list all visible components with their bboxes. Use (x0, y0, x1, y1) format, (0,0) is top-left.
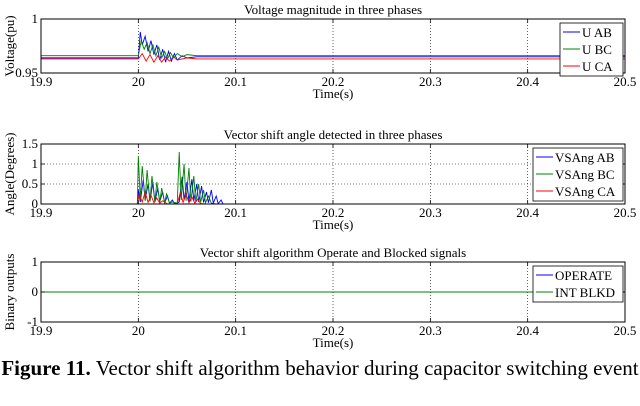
plot3-xtick-label: 19.9 (30, 323, 53, 338)
plot2-xtick-label: 19.9 (30, 205, 53, 220)
caption-label: Figure 11. (1, 356, 91, 380)
plot3-title: Vector shift algorithm Operate and Block… (200, 245, 466, 260)
plot2-legend-label: VSAng BC (555, 167, 615, 182)
plot3-xtick-label: 20.1 (224, 323, 247, 338)
plot3-xtick-label: 20 (132, 323, 145, 338)
plot3: OPERATE INT BLKD (40, 261, 626, 323)
plot1-ytick-label: 0.95 (15, 65, 38, 80)
plot1-ytick-label: 1 (32, 11, 39, 26)
plot3-xtick-label: 20.3 (419, 323, 442, 338)
plot1-series-u-ab (41, 31, 625, 63)
plot1-xtick-label: 20.4 (516, 74, 539, 89)
plot1-xtick-label: 20.3 (419, 74, 442, 89)
plot1: U AB U BC U CA (40, 18, 626, 77)
plot2-ytick-label: 1 (32, 156, 39, 171)
plot1-xtick-label: 20 (132, 74, 145, 89)
plot2-xtick-label: 20.4 (516, 205, 539, 220)
plot2-ytick-label: 0.5 (22, 176, 38, 191)
plot2: VSAng AB VSAng BC VSAng CA (40, 143, 626, 205)
plot2-xtick-label: 20 (132, 205, 145, 220)
plot3-legend: OPERATE INT BLKD (532, 265, 624, 303)
plot1-legend-label: U BC (582, 42, 612, 57)
plot2-series-vsang-bc (41, 151, 625, 204)
figure-caption: Figure 11. Vector shift algorithm behavi… (0, 356, 640, 381)
plot3-ylabel: Binary outputs (2, 254, 17, 331)
plot2-legend-label: VSAng AB (555, 150, 615, 165)
plot2-xtick-label: 20.1 (224, 205, 247, 220)
plot1-xlabel: Time(s) (313, 86, 354, 101)
figure-canvas: U AB U BC U CA Voltage magnitude in three p… (2, 2, 637, 350)
plot3-xtick-label: 20.2 (322, 323, 345, 338)
plot2-xlabel: Time(s) (313, 217, 354, 232)
plot3-xtick-label: 20.5 (614, 323, 637, 338)
plot3-ytick-label: 1 (32, 254, 39, 269)
plot2-legend: VSAng AB VSAng BC VSAng CA (532, 147, 624, 202)
caption-text: Vector shift algorithm behavior during c… (95, 356, 639, 380)
plot3-legend-label: OPERATE (555, 268, 612, 283)
plot1-xtick-label: 20.2 (322, 74, 345, 89)
plot2-xtick-label: 20.5 (614, 205, 637, 220)
plot1-xtick-label: 19.9 (30, 74, 53, 89)
plot1-legend: U AB U BC U CA (559, 22, 624, 77)
plot3-ytick-label: 0 (32, 284, 39, 299)
plot2-ytick-label: 0 (32, 196, 39, 211)
plot2-xtick-label: 20.3 (419, 205, 442, 220)
plot2-legend-label: VSAng CA (555, 184, 616, 199)
plot2-xtick-label: 20.2 (322, 205, 345, 220)
plot2-series-vsang-ca (41, 190, 625, 204)
plot2-title: Vector shift angle detected in three pha… (224, 127, 443, 142)
plot2-ytick-label: 1.5 (22, 136, 38, 151)
plot3-legend-box (532, 265, 624, 303)
plot3-xtick-label: 20.4 (516, 323, 539, 338)
plot1-title: Voltage magnitude in three phases (244, 2, 422, 17)
plot1-legend-label: U CA (582, 59, 613, 74)
plot1-ylabel: Voltage(pu) (2, 15, 17, 76)
plot3-ytick-label: -1 (27, 314, 38, 329)
plot1-series-u-ca (41, 52, 625, 64)
plot1-xtick-label: 20.5 (614, 74, 637, 89)
plot1-series-u-bc (41, 38, 625, 61)
plot1-legend-label: U AB (582, 25, 612, 40)
plot1-xtick-label: 20.1 (224, 74, 247, 89)
plot3-legend-label: INT BLKD (555, 285, 615, 300)
plot2-ylabel: Angle(Degrees) (2, 132, 17, 215)
plot3-xlabel: Time(s) (313, 335, 354, 350)
